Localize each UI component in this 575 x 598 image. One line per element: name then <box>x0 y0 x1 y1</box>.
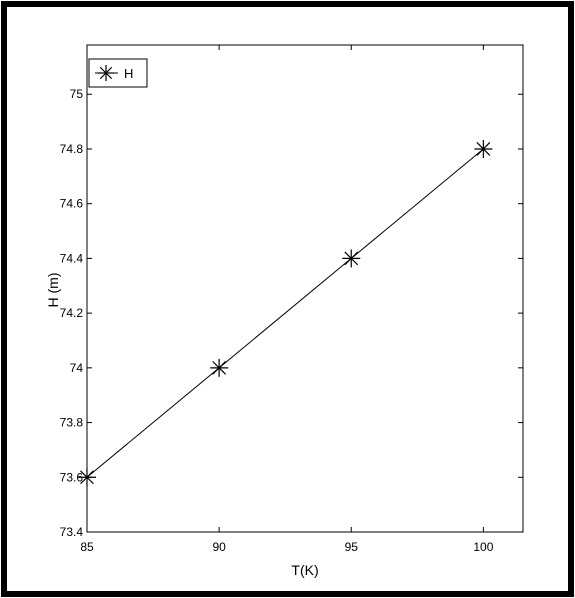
y-tick-label: 74.8 <box>60 142 84 156</box>
plot-area <box>86 44 524 533</box>
data-point-marker <box>474 139 493 158</box>
legend-asterisk-marker <box>98 65 114 81</box>
x-tick-label: 95 <box>345 540 359 554</box>
legend-label: H <box>124 66 133 81</box>
y-tick-label: 74.2 <box>60 306 84 320</box>
y-tick-label: 73.8 <box>60 416 84 430</box>
x-axis-title: T(K) <box>291 562 318 578</box>
x-axis: 85 90 95 100 <box>80 45 494 554</box>
y-tick-label: 73.6 <box>60 470 84 484</box>
data-point-marker <box>342 249 361 268</box>
y-tick-label: 73.4 <box>60 525 84 539</box>
y-tick-label: 74.4 <box>60 251 84 265</box>
x-tick-label: 90 <box>212 540 226 554</box>
y-tick-label: 75 <box>70 87 84 101</box>
y-tick-label: 74 <box>70 361 84 375</box>
series-line <box>86 148 484 478</box>
data-point-marker <box>78 468 96 487</box>
legend-asterisk <box>98 65 114 81</box>
legend: H <box>88 58 148 88</box>
x-tick-label: 100 <box>473 540 493 554</box>
y-tick-label: 74.6 <box>60 197 84 211</box>
series-layer <box>78 139 493 487</box>
y-axis-title: H (m) <box>45 273 61 308</box>
data-point-marker <box>210 358 229 377</box>
x-tick-label: 85 <box>80 540 94 554</box>
